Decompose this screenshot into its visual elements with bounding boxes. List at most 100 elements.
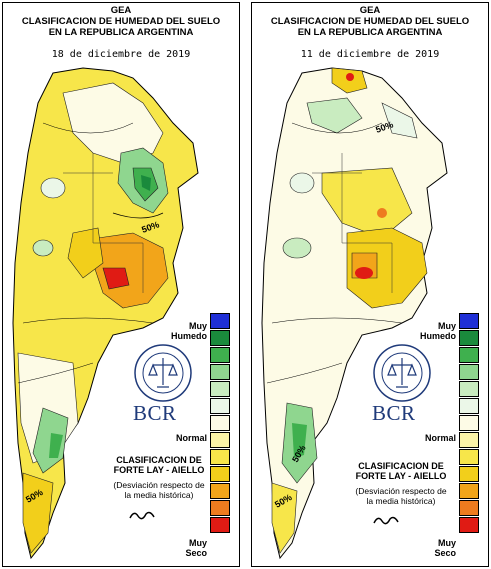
humid-spot-west (289, 172, 315, 194)
legend-swatch (210, 517, 230, 533)
title-line-3: EN LA REPUBLICA ARGENTINA (48, 27, 194, 38)
title-gea: GEA (359, 5, 381, 16)
legend-swatch (210, 483, 230, 499)
legend-normal-label: Normal (424, 433, 456, 443)
legend-scale (459, 313, 479, 534)
classification-line-2: FORTE LAY - AIELLO (355, 471, 447, 481)
legend-seco: Seco (434, 548, 456, 558)
legend-swatch (210, 364, 230, 380)
legend-swatch (459, 449, 479, 465)
legend-swatch (459, 398, 479, 414)
legend-swatch (210, 432, 230, 448)
classification-title: CLASIFICACION DE FORTE LAY - AIELLO (345, 461, 457, 481)
classification-description: (Desviación respecto de la media históri… (345, 486, 457, 506)
dry-ring (67, 227, 104, 279)
legend-swatch (210, 330, 230, 346)
bcr-acronym: BCR (372, 401, 416, 425)
bcr-seal-logo (134, 344, 192, 402)
argentina-map: 50% 50% (12, 67, 199, 560)
legend-muy: Muy (189, 321, 207, 331)
classification-title: CLASIFICACION DE FORTE LAY - AIELLO (103, 455, 215, 475)
legend-humedo: Humedo (171, 331, 207, 341)
map-panel-dec-11: GEA CLASIFICACION DE HUMEDAD DEL SUELO E… (251, 2, 489, 567)
humid-zone-ne (381, 102, 418, 139)
humid-spot-west (40, 177, 66, 199)
normal-zone (62, 82, 164, 164)
legend-swatch (459, 483, 479, 499)
legend-swatch (210, 347, 230, 363)
patagonia-dry (22, 472, 54, 554)
legend-swatch (459, 347, 479, 363)
patagonia-humid-2 (49, 433, 63, 458)
legend-swatch (459, 500, 479, 516)
patagonia-humid-2 (292, 423, 307, 458)
province-boundary (63, 153, 144, 293)
contour-line (42, 122, 134, 134)
description-line-1: (Desviación respecto de (355, 486, 447, 496)
description-line-2: la media histórica) (124, 490, 194, 500)
classification-line-1: CLASIFICACION DE (358, 461, 444, 471)
patagonia-dry (271, 482, 298, 554)
legend-swatch (459, 364, 479, 380)
contour-line (291, 122, 383, 134)
legend-swatch (459, 313, 479, 329)
legend-muy: Muy (189, 538, 207, 548)
bcr-seal-logo (373, 344, 431, 402)
legend-seco: Seco (185, 548, 207, 558)
legend-swatch (210, 500, 230, 516)
legend-swatch (210, 415, 230, 431)
humid-spot-west-2 (282, 237, 312, 259)
title-line-2: CLASIFICACION DE HUMEDAD DEL SUELO (21, 16, 221, 27)
title-line-2: CLASIFICACION DE HUMEDAD DEL SUELO (270, 16, 470, 27)
country-base (261, 67, 448, 560)
map-date: 18 de diciembre de 2019 (51, 49, 191, 60)
province-boundary (312, 153, 393, 293)
contour-line (271, 317, 403, 324)
description-line-2: la media histórica) (366, 496, 436, 506)
legend-humedo: Humedo (420, 331, 456, 341)
classification-line-2: FORTE LAY - AIELLO (113, 465, 205, 475)
signature-mark (373, 516, 399, 525)
legend-swatch (459, 432, 479, 448)
dry-zone (92, 232, 169, 309)
map-panel-dec-18: GEA CLASIFICACION DE HUMEDAD DEL SUELO E… (2, 2, 240, 567)
legend-swatch (459, 330, 479, 346)
contour-line (112, 212, 164, 219)
title-line-3: EN LA REPUBLICA ARGENTINA (297, 27, 443, 38)
legend-swatch (210, 381, 230, 397)
panel-title: GEA CLASIFICACION DE HUMEDAD DEL SUELO E… (3, 5, 239, 38)
legend-muy: Muy (438, 321, 456, 331)
map-date: 11 de diciembre de 2019 (300, 49, 440, 60)
argentina-map: 50% 50% 50% (261, 67, 448, 560)
humid-zone-nw (306, 97, 363, 134)
humid-spot-west-2 (32, 239, 54, 257)
legend-swatch (210, 466, 230, 482)
legend-swatch (210, 449, 230, 465)
legend-top-label: Muy Humedo (163, 321, 207, 341)
legend-top-label: Muy Humedo (412, 321, 456, 341)
title-gea: GEA (110, 5, 132, 16)
legend-swatch (210, 398, 230, 414)
legend-swatch (459, 517, 479, 533)
legend-muy: Muy (438, 538, 456, 548)
contour-line (17, 362, 94, 384)
very-dry-zone (102, 267, 130, 290)
contour-line (266, 362, 343, 384)
legend-scale (210, 313, 230, 534)
legend-bottom-label: Muy Seco (412, 538, 456, 558)
bcr-acronym: BCR (133, 401, 177, 425)
very-dry-zone (355, 267, 373, 279)
legend-swatch (459, 466, 479, 482)
legend-normal-label: Normal (175, 433, 207, 443)
legend-swatch (459, 381, 479, 397)
classification-line-1: CLASIFICACION DE (116, 455, 202, 465)
humid-core (141, 175, 151, 191)
legend-swatch (459, 415, 479, 431)
very-dry-spot (346, 73, 354, 81)
contour-line (22, 317, 154, 324)
description-line-1: (Desviación respecto de (113, 480, 205, 490)
dry-spot (377, 208, 387, 218)
classification-description: (Desviación respecto de la media históri… (103, 480, 215, 500)
signature-mark (129, 511, 155, 520)
